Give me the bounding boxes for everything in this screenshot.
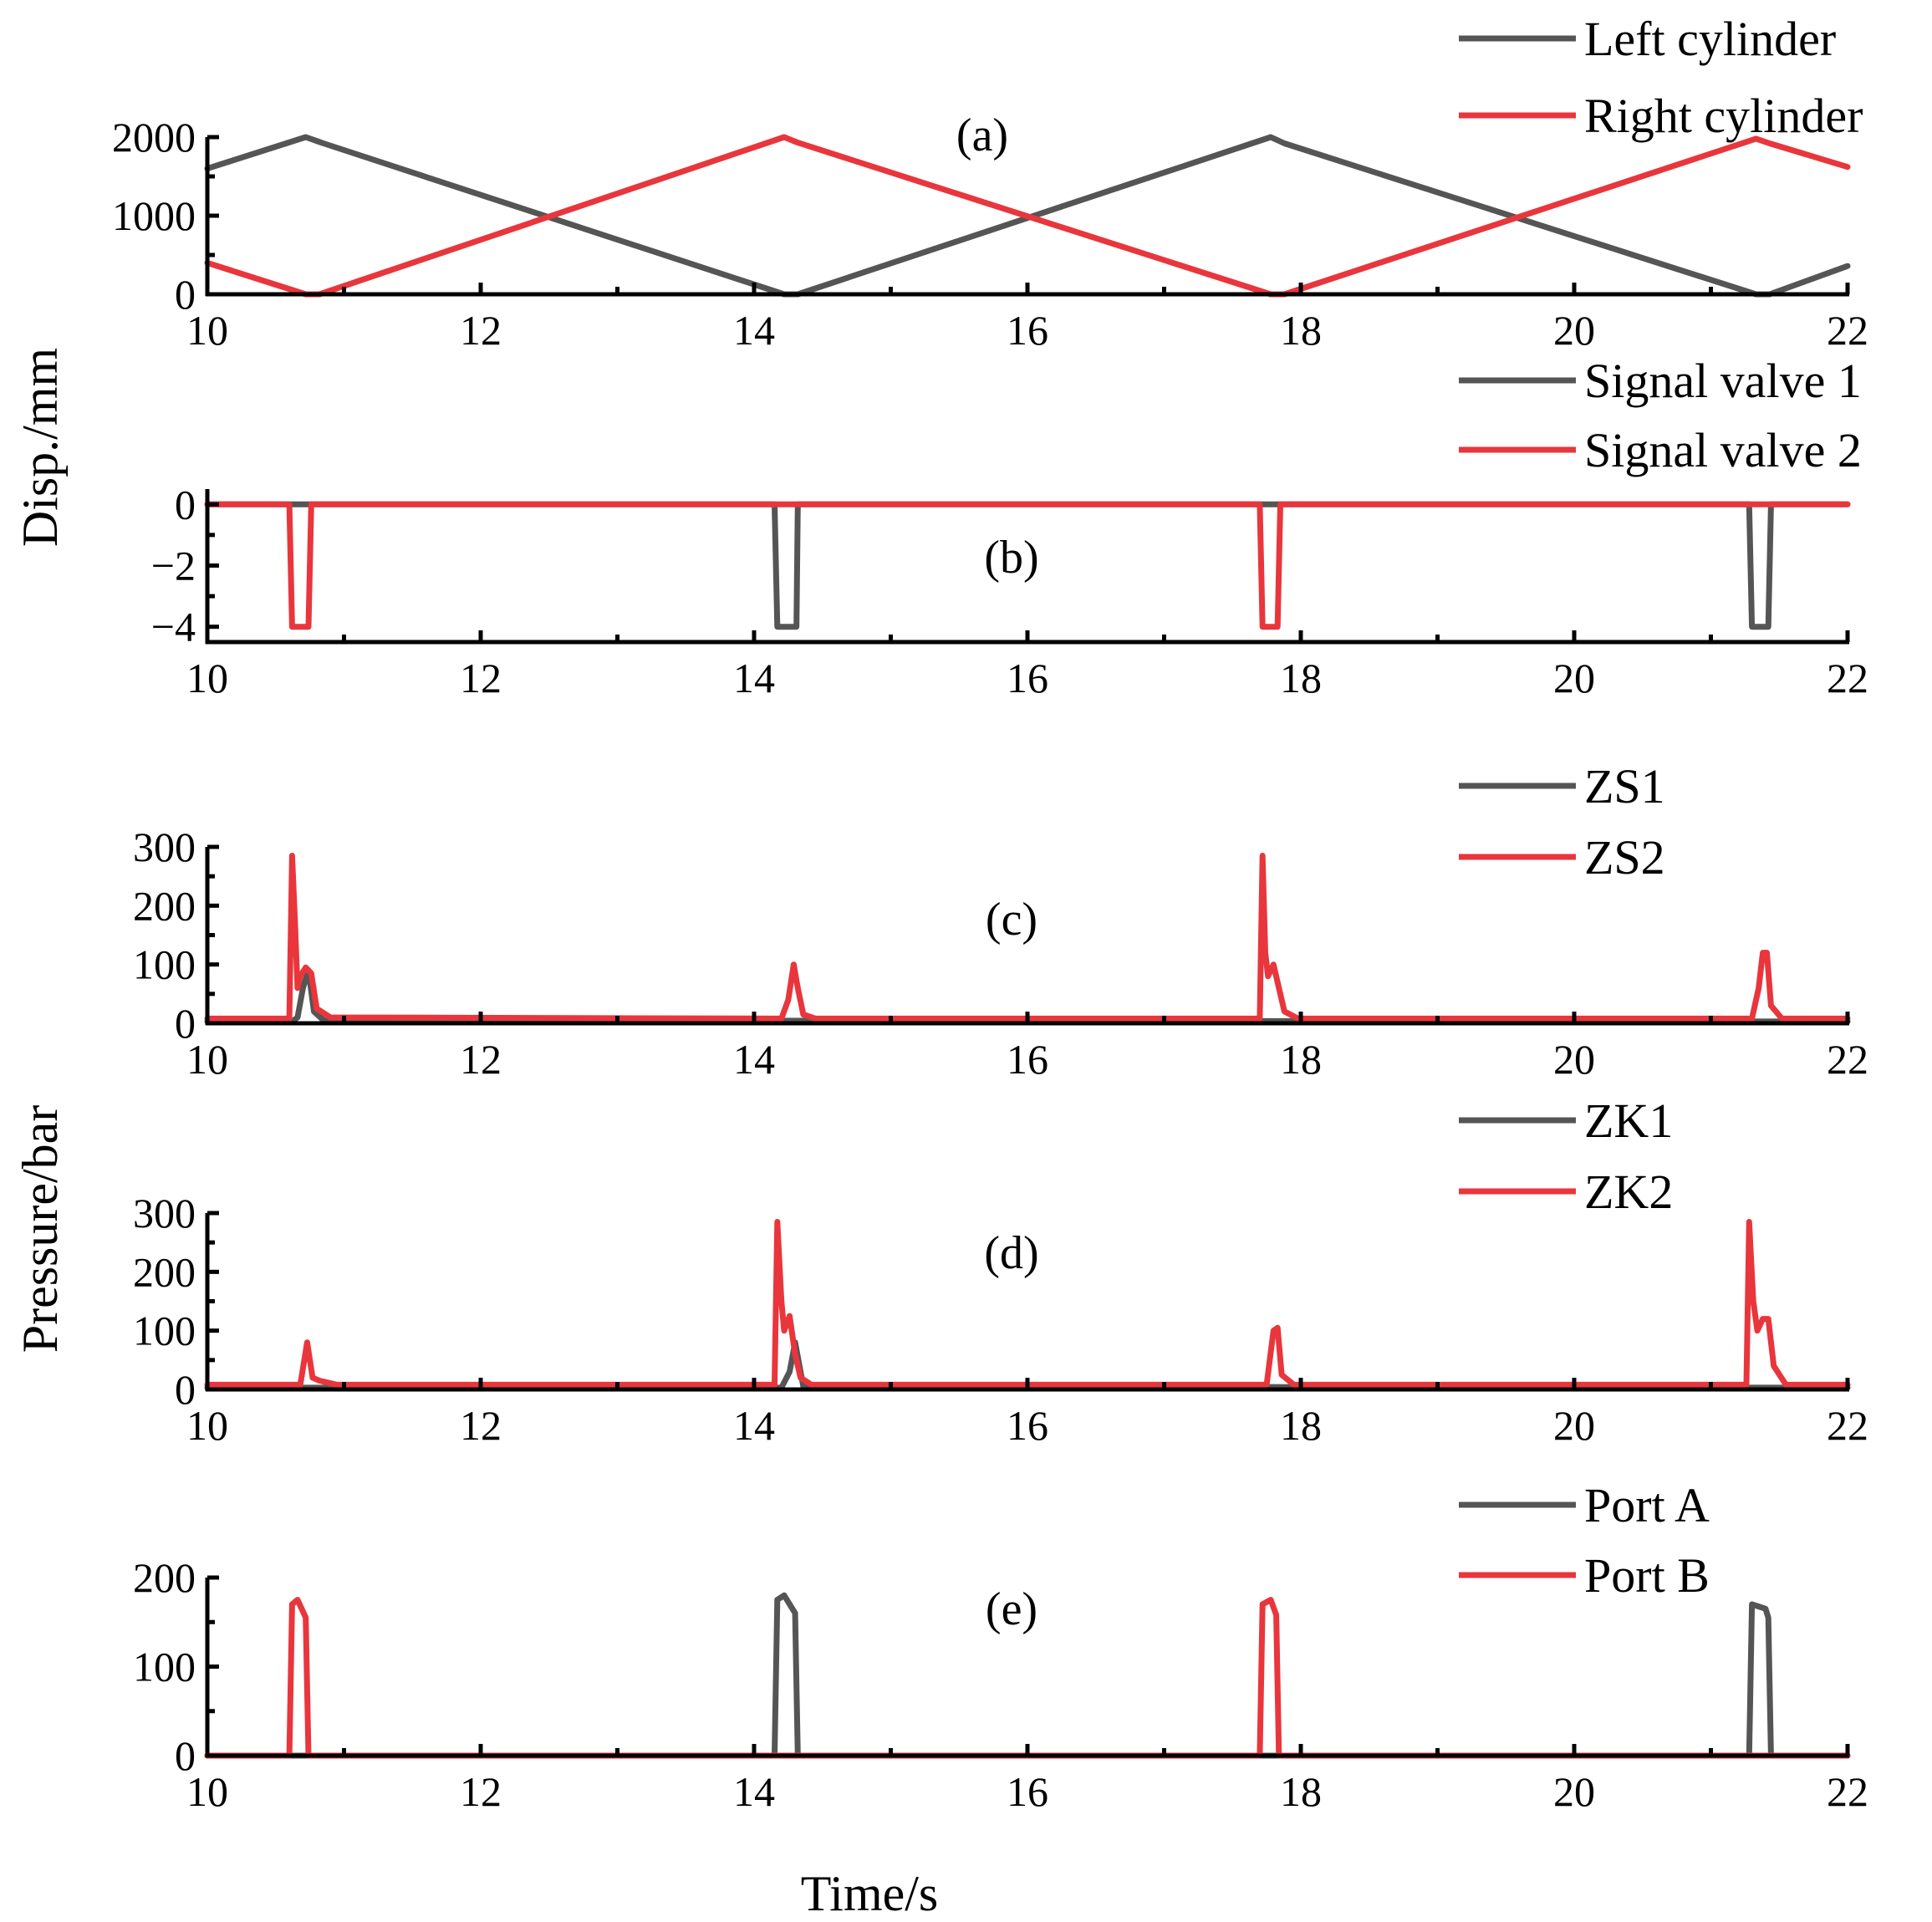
x-tick-label: 18 [1280,1402,1322,1449]
legend-label: ZS1 [1584,759,1665,813]
panel-e: 10 12 14 16 18 20 22 0 100 200 (e) Port A Port B [133,1478,1868,1815]
y-tick-label: 300 [133,823,196,870]
x-tick-label: 20 [1553,1036,1595,1083]
x-tick-label: 22 [1827,1402,1868,1449]
x-tick-label: 20 [1553,1402,1595,1449]
panel-label: (d) [984,1227,1038,1279]
x-tick-label: 20 [1553,307,1595,354]
x-tick-label: 10 [186,655,228,701]
legend-label: ZS2 [1584,830,1665,885]
y-tick-label: 100 [133,941,196,988]
y-tick-label: 200 [133,1248,196,1295]
y-tick-label: −2 [151,543,196,589]
x-tick-label: 16 [1007,1402,1048,1449]
x-tick-label: 18 [1280,1768,1322,1815]
y-tick-label: −4 [151,604,196,650]
x-tick-label: 16 [1007,307,1048,354]
legend-label: Signal valve 2 [1584,423,1862,477]
series-line-2 [204,501,1851,630]
ylabel-top: Disp./mm [13,348,68,547]
x-tick-label: 10 [186,1036,228,1083]
xlabel: Time/s [801,1866,939,1921]
panel-label: (b) [984,532,1038,584]
y-tick-label: 100 [133,1308,196,1354]
x-tick-label: 10 [186,1402,228,1449]
x-tick-label: 16 [1007,655,1048,701]
x-tick-label: 12 [460,1036,502,1083]
y-tick-label: 300 [133,1190,196,1236]
panel-label: (e) [986,1583,1037,1635]
x-tick-label: 18 [1280,1036,1322,1083]
x-tick-label: 22 [1827,307,1868,354]
panel-c: 10 12 14 16 18 20 22 0 100 200 300 (c) ZS1 ZS2 [133,759,1868,1083]
x-tick-label: 20 [1553,655,1595,701]
legend-label: Port A [1584,1478,1710,1532]
panel-a: 10 12 14 16 18 20 22 0 1000 2000 (a) Left cylinder R… [112,12,1868,354]
y-tick-label: 200 [133,882,196,929]
y-tick-label: 1000 [112,192,196,239]
x-tick-label: 12 [460,1768,502,1815]
x-tick-label: 20 [1553,1768,1595,1815]
y-tick-label: 0 [175,481,196,528]
x-tick-label: 14 [733,1036,775,1083]
panel-d: 10 12 14 16 18 20 22 0 100 200 300 (d) ZK1 ZK2 [133,1094,1868,1449]
series-line-2 [204,134,1851,298]
y-tick-label: 2000 [112,114,196,161]
x-tick-label: 12 [460,307,502,354]
panel-b: 10 12 14 16 18 20 22 −4 −2 0 (b) Signal valve 1 Sign… [151,354,1868,701]
series-line-1 [204,967,1851,1025]
series-line-2 [204,853,1851,1022]
x-tick-label: 14 [733,1402,775,1449]
series-line-2 [204,1219,1851,1388]
legend-label: Signal valve 1 [1584,354,1862,408]
x-tick-label: 22 [1827,1768,1868,1815]
x-tick-label: 22 [1827,655,1868,701]
x-tick-label: 14 [733,655,775,701]
x-tick-label: 22 [1827,1036,1868,1083]
panel-label: (c) [986,894,1037,946]
y-tick-label: 200 [133,1554,196,1601]
x-tick-label: 18 [1280,655,1322,701]
legend-label: ZK2 [1584,1165,1673,1219]
y-tick-label: 100 [133,1644,196,1690]
x-tick-label: 16 [1007,1036,1048,1083]
x-tick-label: 10 [186,1768,228,1815]
x-tick-label: 12 [460,1402,502,1449]
legend-label: Port B [1584,1548,1710,1603]
legend-label: ZK1 [1584,1094,1673,1148]
y-tick-label: 0 [175,1732,196,1779]
panel-label: (a) [956,110,1008,161]
legend-label: Left cylinder [1584,12,1836,66]
x-tick-label: 14 [733,1768,775,1815]
series-line-1 [204,501,1851,630]
y-tick-label: 0 [175,1000,196,1047]
x-tick-label: 18 [1280,307,1322,354]
x-tick-label: 10 [186,307,228,354]
legend-label: Right cylinder [1584,89,1863,143]
ylabel-bottom: Pressure/bar [13,1105,68,1354]
x-tick-label: 14 [733,307,775,354]
y-tick-label: 0 [175,271,196,318]
x-tick-label: 16 [1007,1768,1048,1815]
x-tick-label: 12 [460,655,502,701]
y-tick-label: 0 [175,1366,196,1413]
